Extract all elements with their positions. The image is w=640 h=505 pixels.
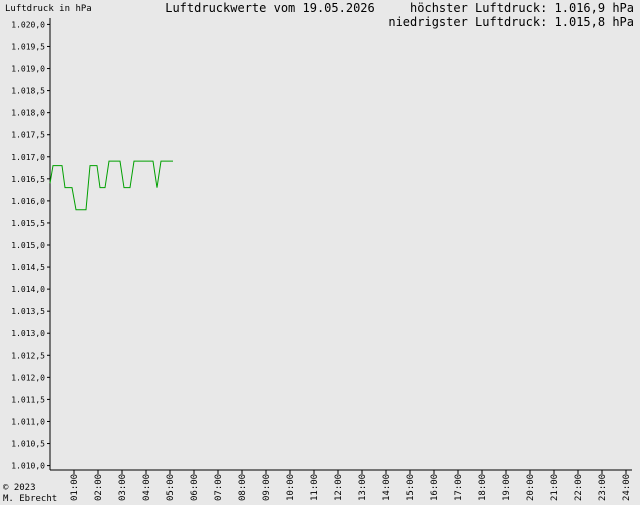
- x-tick-label: 24:00: [622, 474, 632, 501]
- x-tick-label: 05:00: [166, 474, 176, 501]
- y-tick-label: 1.017,0: [11, 153, 45, 162]
- y-tick-label: 1.016,0: [11, 197, 45, 206]
- x-tick-label: 04:00: [142, 474, 152, 501]
- x-tick-label: 09:00: [262, 474, 272, 501]
- x-tick-label: 08:00: [238, 474, 248, 501]
- x-tick-label: 16:00: [430, 474, 440, 501]
- footer: M. Ebrecht: [3, 494, 57, 504]
- y-tick-label: 1.012,5: [11, 351, 45, 360]
- footer: © 2023: [3, 483, 36, 493]
- data-line: [49, 160, 173, 211]
- y-tick-label: 1.015,0: [11, 241, 45, 250]
- y-tick-label: 1.019,5: [11, 42, 45, 51]
- x-tick-label: 21:00: [550, 474, 560, 501]
- x-tick-label: 02:00: [94, 474, 104, 501]
- x-tick-label: 06:00: [190, 474, 200, 501]
- chart-title: Luftdruckwerte vom 19.05.2026: [165, 1, 375, 15]
- y-tick-label: 1.013,5: [11, 307, 45, 316]
- y-tick-label: 1.010,5: [11, 440, 45, 449]
- y-tick-label: 1.020,0: [11, 20, 45, 29]
- y-tick-label: 1.014,5: [11, 263, 45, 272]
- y-tick-label: 1.015,5: [11, 219, 45, 228]
- y-tick-label: 1.018,5: [11, 87, 45, 96]
- x-tick-label: 03:00: [118, 474, 128, 501]
- x-tick-label: 17:00: [454, 474, 464, 501]
- y-tick-label: 1.013,0: [11, 329, 45, 338]
- y-tick-label: 1.011,0: [11, 417, 45, 426]
- y-tick-label: 1.012,0: [11, 373, 45, 382]
- x-tick-label: 10:00: [286, 474, 296, 501]
- y-tick-label: 1.019,0: [11, 65, 45, 74]
- x-tick-label: 15:00: [406, 474, 416, 501]
- x-tick-label: 20:00: [526, 474, 536, 501]
- x-tick-label: 13:00: [358, 474, 368, 501]
- y-tick-label: 1.011,5: [11, 395, 45, 404]
- x-tick-label: 07:00: [214, 474, 224, 501]
- x-tick-label: 14:00: [382, 474, 392, 501]
- x-tick-label: 01:00: [70, 474, 80, 501]
- y-tick-label: 1.017,5: [11, 131, 45, 140]
- x-tick-label: 22:00: [574, 474, 584, 501]
- x-tick-label: 11:00: [310, 474, 320, 501]
- y-tick-label: 1.016,5: [11, 175, 45, 184]
- y-axis-label: Luftdruck in hPa: [5, 4, 92, 14]
- x-tick-label: 12:00: [334, 474, 344, 501]
- y-tick-label: 1.010,0: [11, 462, 45, 471]
- x-tick-label: 19:00: [502, 474, 512, 501]
- annotation: niedrigster Luftdruck: 1.015,8 hPa: [388, 15, 634, 29]
- x-tick-label: 23:00: [598, 474, 608, 501]
- x-tick-label: 18:00: [478, 474, 488, 501]
- annotation: höchster Luftdruck: 1.016,9 hPa: [410, 1, 634, 15]
- y-tick-label: 1.014,0: [11, 285, 45, 294]
- y-tick-label: 1.018,0: [11, 109, 45, 118]
